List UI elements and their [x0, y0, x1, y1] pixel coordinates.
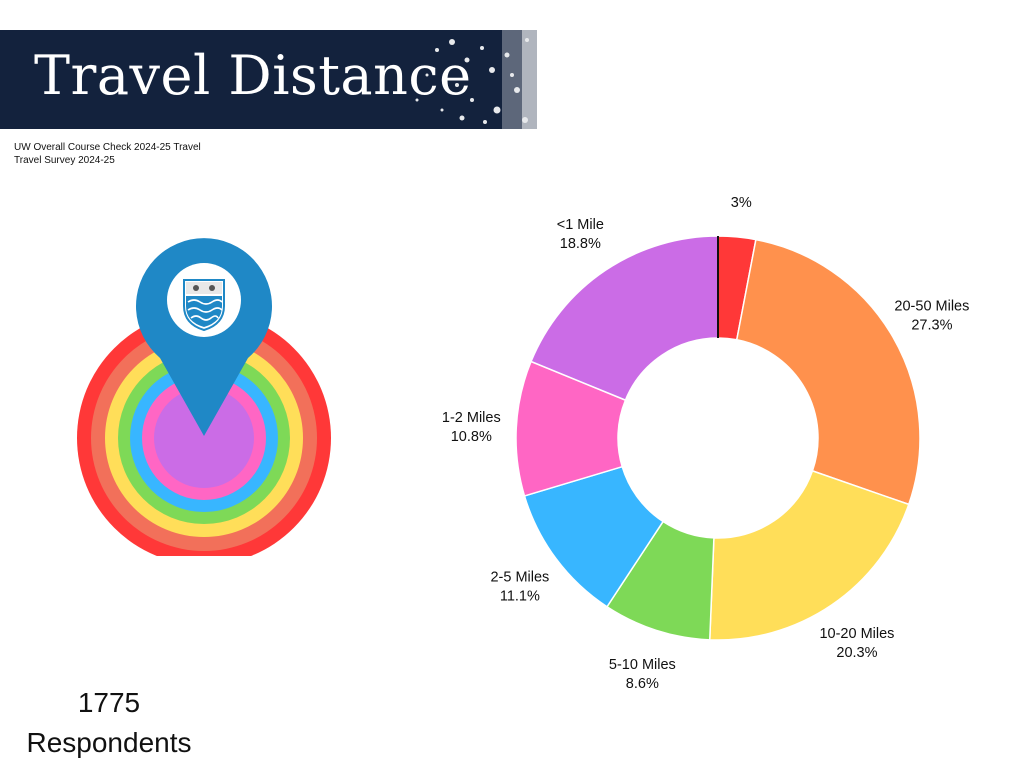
- respondents-summary: 1775 Respondents: [0, 683, 218, 763]
- donut-slice-6: [530, 235, 719, 402]
- donut-slice-1: [735, 238, 921, 506]
- slice-label-0: >50 Miles3%: [710, 188, 772, 211]
- survey-subtitle: UW Overall Course Check 2024-25 Travel T…: [14, 141, 201, 167]
- concentric-rings-graphic: [77, 311, 331, 556]
- slice-label-5: 1-2 Miles 10.8%: [442, 410, 501, 445]
- subtitle-line-1: UW Overall Course Check 2024-25 Travel: [14, 142, 201, 153]
- slice-label-1: 20-50 Miles 27.3%: [894, 299, 969, 334]
- respondents-label: Respondents: [26, 727, 192, 758]
- page-title: Travel Distance: [34, 44, 472, 107]
- title-banner: Travel Distance: [0, 30, 537, 129]
- location-pin-with-crest-icon: [77, 238, 331, 556]
- crest-icon: [183, 279, 225, 332]
- slice-label-3: 5-10 Miles 8.6%: [609, 657, 676, 688]
- donut-slice-2: [708, 469, 910, 641]
- respondents-count: 1775: [77, 687, 141, 718]
- subtitle-line-2: Travel Survey 2024-25: [14, 155, 115, 166]
- slice-label-2: 10-20 Miles 20.3%: [819, 626, 894, 661]
- paint-splatter-texture: [415, 30, 537, 129]
- slice-label-4: 2-5 Miles 11.1%: [490, 569, 549, 604]
- slice-label-6: <1 Mile 18.8%: [557, 217, 604, 252]
